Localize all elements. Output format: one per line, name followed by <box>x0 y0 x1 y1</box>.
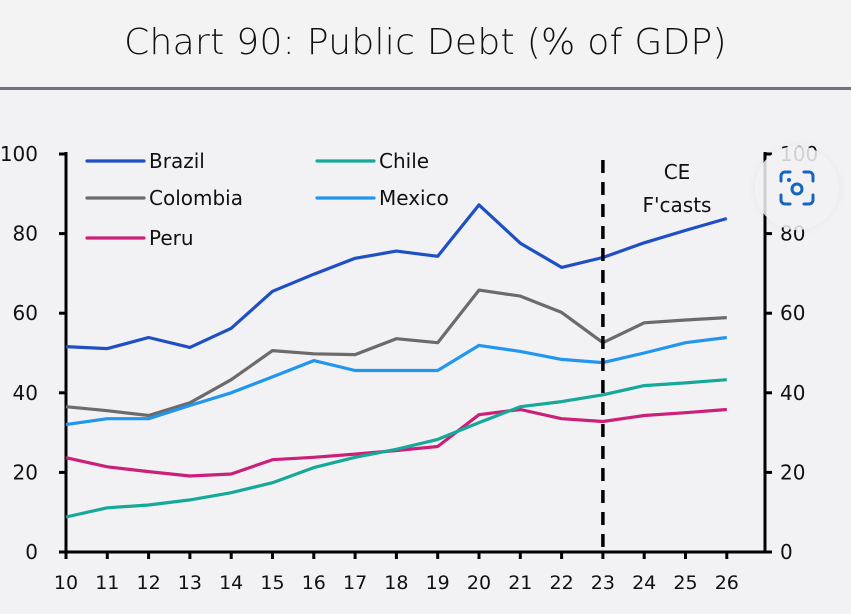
forecast-annotation: CE F'casts <box>601 160 712 552</box>
series-line-peru <box>65 407 727 478</box>
x-tick-label: 21 <box>508 572 532 594</box>
y-tick-label-left: 60 <box>13 301 38 325</box>
x-tick-label: 11 <box>95 572 119 594</box>
x-tick-label: 13 <box>178 572 202 594</box>
x-tick-label: 24 <box>632 572 656 594</box>
y-tick-label-left: 100 <box>0 142 38 166</box>
y-tick-label-right: 40 <box>780 381 805 405</box>
y-tick-label-right: 20 <box>780 460 805 484</box>
x-tick-label: 16 <box>302 572 326 594</box>
y-tick-label-left: 80 <box>13 222 38 246</box>
x-tick-label: 19 <box>426 572 450 594</box>
visual-search-button[interactable] <box>755 146 839 230</box>
series-lines <box>65 203 728 519</box>
x-tick-label: 20 <box>467 572 491 594</box>
series-line-mexico <box>65 335 727 427</box>
legend-label-colombia: Colombia <box>149 186 243 210</box>
x-tick-label: 23 <box>591 572 615 594</box>
series-line-chile <box>65 378 727 519</box>
axes: 0204060801000204060801001011121314151617… <box>0 142 818 594</box>
x-tick-label: 10 <box>54 572 78 594</box>
series-line-colombia <box>65 288 727 418</box>
y-tick-label-left: 40 <box>13 381 38 405</box>
legend: Brazil Colombia Peru Chile Mexico <box>85 149 449 250</box>
legend-label-brazil: Brazil <box>149 149 205 173</box>
x-tick-label: 22 <box>550 572 574 594</box>
x-tick-label: 18 <box>384 572 408 594</box>
legend-label-mexico: Mexico <box>379 186 449 210</box>
legend-label-peru: Peru <box>149 226 194 250</box>
series-line-brazil <box>65 203 728 351</box>
x-tick-label: 14 <box>219 572 243 594</box>
x-tick-label: 25 <box>673 572 697 594</box>
y-tick-label-left: 0 <box>25 540 38 564</box>
y-tick-label-right: 60 <box>780 301 805 325</box>
title-divider <box>0 87 851 90</box>
x-tick-label: 12 <box>137 572 161 594</box>
y-tick-label-left: 20 <box>13 460 38 484</box>
chart-title: Chart 90: Public Debt (% of GDP) <box>0 0 851 88</box>
annotation-line2: F'casts <box>643 193 712 217</box>
annotation-line1: CE <box>664 160 691 184</box>
y-tick-label-right: 0 <box>780 540 793 564</box>
x-tick-label: 15 <box>260 572 284 594</box>
visual-search-icon <box>779 170 815 206</box>
x-tick-label: 26 <box>715 572 739 594</box>
x-tick-label: 17 <box>343 572 367 594</box>
legend-label-chile: Chile <box>379 149 429 173</box>
